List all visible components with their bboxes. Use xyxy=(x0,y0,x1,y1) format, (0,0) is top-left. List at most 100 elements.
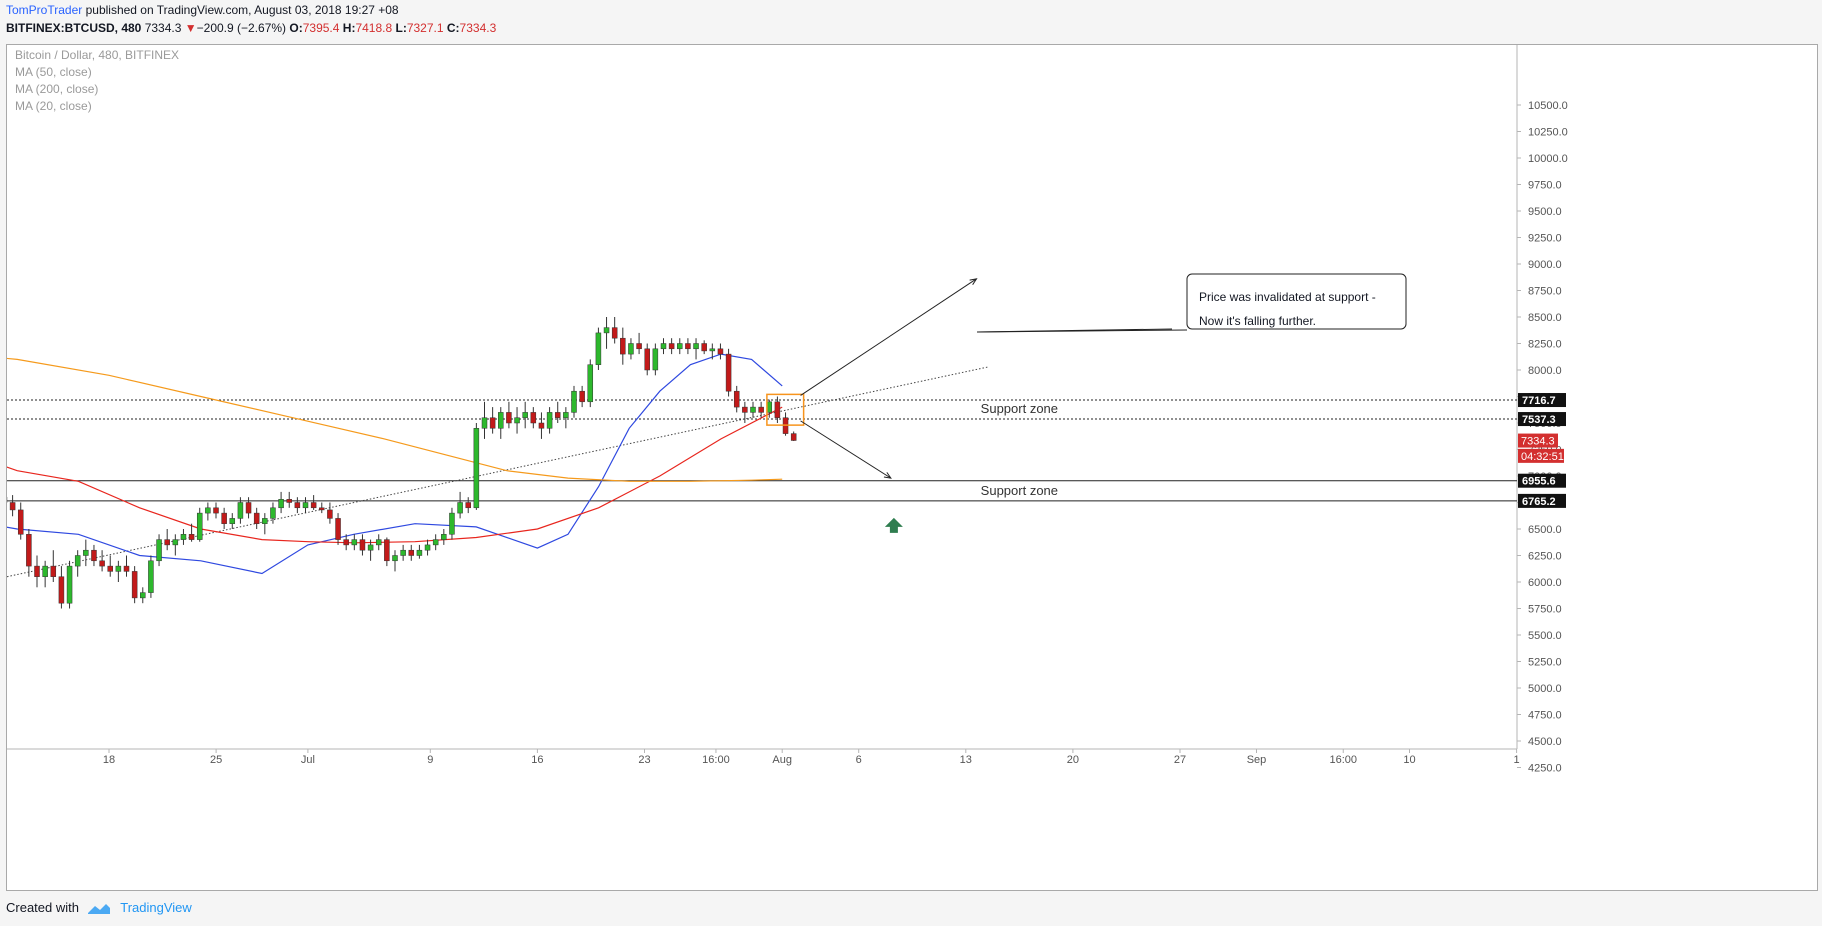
candle-down xyxy=(327,509,333,519)
candle-up xyxy=(156,539,162,562)
candle-up xyxy=(229,518,236,524)
annotation-callout[interactable]: Price was invalidated at support - Now i… xyxy=(976,273,1407,333)
x-tick-label: Jul xyxy=(301,754,315,766)
candle-up xyxy=(750,406,756,413)
candle-down xyxy=(123,565,130,572)
high-label: H: xyxy=(342,21,356,35)
close-label: C: xyxy=(446,21,460,35)
candle-down xyxy=(685,343,691,350)
candle-down xyxy=(221,512,227,524)
y-tick-label: 9750.0 xyxy=(1528,180,1562,192)
chart-canvas[interactable]: 4250.0 4500.0 4750.0 5000.0 5250.0 5500.0 5750… xyxy=(7,45,1817,890)
down-arrow-line-head xyxy=(883,472,892,479)
candle-down xyxy=(538,422,545,429)
last-price: 7334.3 xyxy=(144,21,182,35)
candle-down xyxy=(213,507,219,514)
candle-up xyxy=(424,544,431,551)
x-tick-label: 27 xyxy=(1174,754,1186,766)
x-tick-label: 13 xyxy=(960,754,972,766)
candle-up xyxy=(115,565,122,572)
ma-line-20 xyxy=(7,353,783,575)
candle-up xyxy=(74,555,81,567)
legend-title: Bitcoin / Dollar, 480, BITFINEX xyxy=(15,48,179,62)
support-zone-label: Support zone xyxy=(981,483,1058,498)
y-tick-label: 8000.0 xyxy=(1528,365,1562,377)
candle-down xyxy=(668,343,675,350)
y-tick-label: 4750.0 xyxy=(1528,710,1562,722)
x-tick-label: Aug xyxy=(772,754,792,766)
candle-down xyxy=(725,353,732,392)
x-tick-label: 9 xyxy=(427,754,433,766)
candle-up xyxy=(603,327,610,334)
author-link[interactable]: TomProTrader xyxy=(6,3,83,17)
level-price-label: 6955.6 xyxy=(1522,476,1556,488)
candle-down xyxy=(286,499,292,503)
candle-down xyxy=(188,534,195,540)
candle-down xyxy=(733,390,740,408)
x-tick-label: 10 xyxy=(1403,754,1415,766)
low-value: 7327.1 xyxy=(406,21,444,35)
level-price-tag xyxy=(1518,493,1566,508)
candle-up xyxy=(351,539,358,546)
candle-up xyxy=(432,539,439,546)
y-tick-label: 8500.0 xyxy=(1528,312,1562,324)
candle-down xyxy=(554,412,561,418)
candle-up xyxy=(522,412,528,418)
candle-up xyxy=(140,592,146,599)
down-arrow-icon: ▼ xyxy=(184,21,197,35)
dotted-trendline xyxy=(7,366,989,578)
tradingview-link[interactable]: TradingView xyxy=(120,900,192,915)
level-price-tag xyxy=(1518,473,1566,488)
annotation-line1: Price was invalidated at support - xyxy=(1199,290,1376,304)
candle-up xyxy=(196,512,203,540)
candle-up xyxy=(205,507,211,514)
candle-up xyxy=(180,534,187,540)
candle-up xyxy=(392,555,398,562)
candle-down xyxy=(742,406,748,413)
candle-down xyxy=(58,576,65,604)
candle-down xyxy=(636,343,642,350)
symbol-label: BITFINEX:BTCUSD, 480 xyxy=(6,21,142,35)
ma-line-50 xyxy=(7,406,783,544)
candle-down xyxy=(408,549,415,556)
legend-ma50: MA (50, close) xyxy=(15,65,92,79)
ohlc-bar: BITFINEX:BTCUSD, 480 7334.3 ▼−200.9 (−2.… xyxy=(6,21,496,35)
y-tick-label: 8750.0 xyxy=(1528,286,1562,298)
annotation-line2: Now it's falling further. xyxy=(1199,314,1316,328)
candle-down xyxy=(790,433,797,441)
y-tick-label: 9500.0 xyxy=(1528,206,1562,218)
candle-up xyxy=(148,560,154,593)
close-value: 7334.3 xyxy=(459,21,497,35)
y-tick-label: 9000.0 xyxy=(1528,259,1562,271)
candle-down xyxy=(131,571,138,599)
candle-down xyxy=(319,507,325,511)
legend-ma20: MA (20, close) xyxy=(15,99,92,113)
open-value: 7395.4 xyxy=(302,21,340,35)
x-tick-label: Sep xyxy=(1247,754,1267,766)
y-tick-label: 10000.0 xyxy=(1528,153,1568,165)
candle-up xyxy=(375,539,382,546)
candle-down xyxy=(644,348,650,371)
candle-down xyxy=(99,560,105,567)
current-price-label: 04:32:51 xyxy=(1521,451,1564,463)
candle-up xyxy=(270,507,276,519)
y-tick-label: 5500.0 xyxy=(1528,630,1562,642)
candle-up xyxy=(514,417,520,424)
x-tick-label: 20 xyxy=(1067,754,1079,766)
candle-up xyxy=(441,534,447,540)
x-tick-label: 16 xyxy=(531,754,543,766)
candle-up xyxy=(660,343,667,350)
y-tick-label: 4500.0 xyxy=(1528,736,1562,748)
chart-frame[interactable]: 4250.0 4500.0 4750.0 5000.0 5250.0 5500.0 5750… xyxy=(6,44,1818,891)
candle-up xyxy=(498,412,504,429)
candle-up xyxy=(262,518,268,524)
y-tick-label: 8250.0 xyxy=(1528,339,1562,351)
y-tick-label: 9250.0 xyxy=(1528,233,1562,245)
up-arrow-line xyxy=(800,278,977,396)
candle-down xyxy=(465,502,471,509)
x-tick-label: 25 xyxy=(210,754,222,766)
candle-down xyxy=(164,539,170,546)
candle-up xyxy=(83,549,89,556)
level-price-label: 7537.3 xyxy=(1522,414,1556,426)
candle-up xyxy=(677,343,683,350)
